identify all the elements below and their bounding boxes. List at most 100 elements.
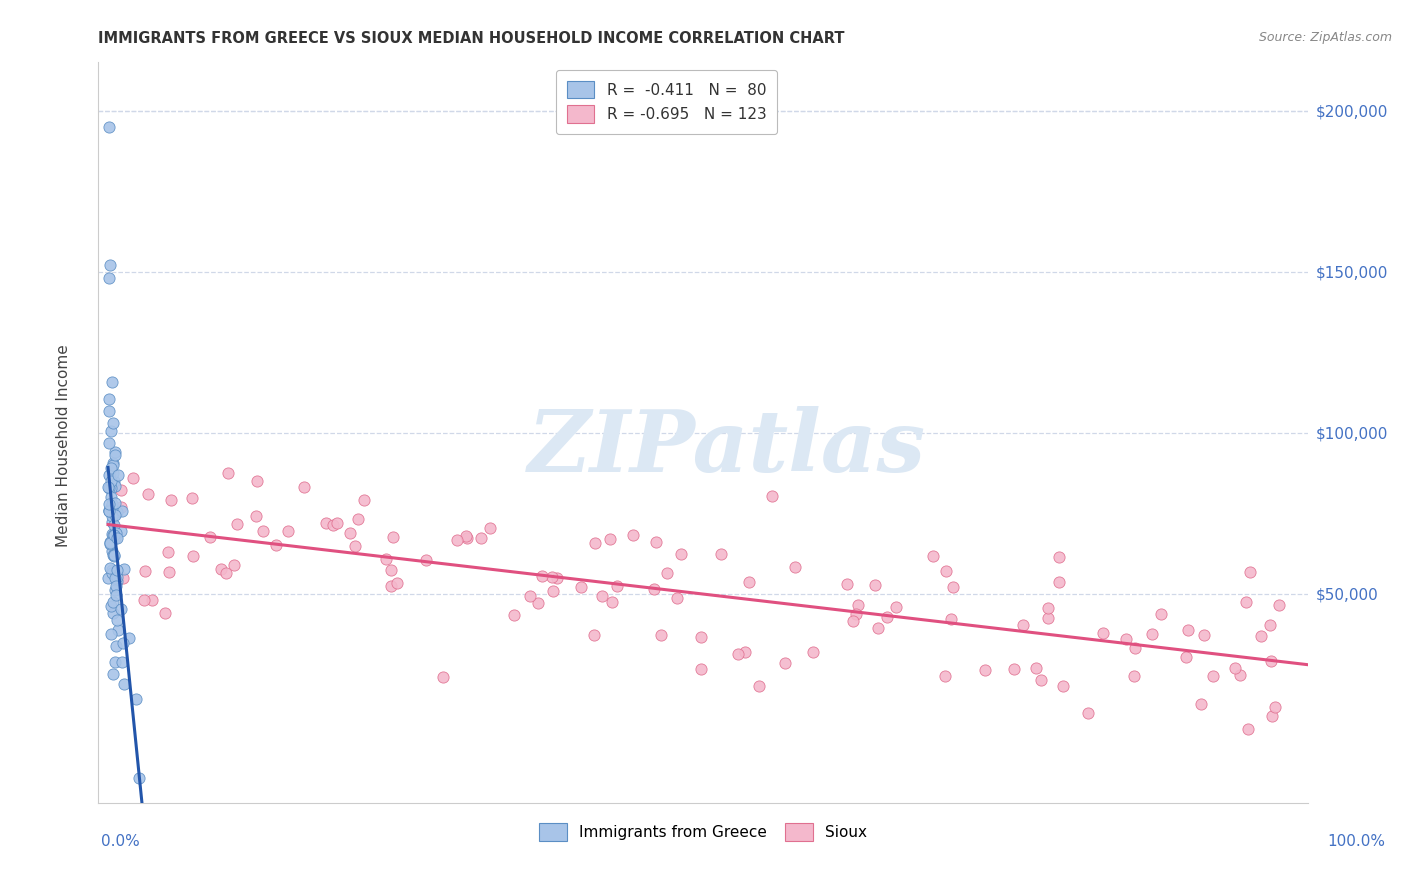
Point: [100, 563, 122, 577]
Point: [105, 563, 128, 577]
Point: [141, 593, 163, 607]
Point: [921, 549, 943, 563]
Point: [104, 656, 127, 670]
Point: [1029, 673, 1052, 688]
Point: [156, 545, 179, 559]
Point: [111, 656, 134, 670]
Point: [100, 490, 122, 504]
Point: [1140, 626, 1163, 640]
Point: [103, 474, 125, 488]
Point: [98, 561, 121, 575]
Point: [110, 483, 132, 497]
Point: [876, 610, 898, 624]
Point: [160, 493, 183, 508]
Point: [470, 532, 492, 546]
Point: [1122, 668, 1144, 682]
Point: [98, 120, 121, 134]
Point: [863, 578, 886, 592]
Point: [132, 593, 155, 607]
Point: [326, 516, 349, 531]
Point: [801, 645, 824, 659]
Point: [107, 623, 129, 637]
Point: [100, 599, 122, 613]
Point: [1268, 598, 1291, 612]
Point: [1052, 679, 1074, 693]
Point: [101, 497, 124, 511]
Point: [315, 516, 337, 530]
Point: [111, 571, 134, 585]
Point: [845, 607, 868, 622]
Point: [432, 670, 454, 684]
Point: [884, 600, 907, 615]
Point: [546, 571, 568, 585]
Point: [110, 602, 132, 616]
Point: [181, 491, 204, 505]
Point: [104, 531, 127, 545]
Point: [600, 595, 623, 609]
Point: [935, 564, 957, 578]
Text: ZIPatlas: ZIPatlas: [529, 406, 927, 489]
Point: [454, 529, 477, 543]
Point: [100, 566, 122, 581]
Point: [110, 500, 132, 515]
Point: [222, 558, 245, 572]
Point: [942, 580, 965, 594]
Point: [101, 527, 124, 541]
Point: [934, 668, 956, 682]
Point: [107, 468, 129, 483]
Point: [1115, 632, 1137, 646]
Point: [98, 271, 121, 285]
Point: [478, 521, 501, 535]
Point: [105, 574, 128, 588]
Point: [846, 598, 869, 612]
Point: [226, 516, 249, 531]
Point: [217, 466, 239, 480]
Point: [1150, 607, 1173, 621]
Point: [643, 582, 665, 597]
Point: [100, 425, 122, 439]
Point: [1264, 700, 1286, 714]
Point: [621, 528, 644, 542]
Point: [519, 590, 541, 604]
Point: [97, 480, 120, 494]
Point: [118, 631, 141, 645]
Point: [1192, 627, 1215, 641]
Text: Median Household Income: Median Household Income: [56, 344, 70, 548]
Point: [1234, 595, 1257, 609]
Point: [761, 489, 783, 503]
Point: [748, 680, 770, 694]
Point: [104, 508, 127, 523]
Point: [1038, 611, 1060, 625]
Point: [974, 663, 997, 677]
Point: [526, 596, 548, 610]
Point: [1191, 697, 1213, 711]
Point: [101, 508, 124, 523]
Point: [1250, 629, 1272, 643]
Point: [104, 588, 127, 602]
Point: [100, 500, 122, 514]
Point: [97, 404, 120, 418]
Point: [111, 636, 134, 650]
Point: [128, 771, 150, 785]
Point: [540, 570, 562, 584]
Legend: Immigrants from Greece, Sioux: Immigrants from Greece, Sioux: [533, 817, 873, 847]
Point: [783, 560, 806, 574]
Point: [105, 578, 128, 592]
Point: [105, 526, 128, 541]
Text: 100.0%: 100.0%: [1327, 834, 1385, 848]
Point: [112, 677, 135, 691]
Point: [380, 563, 402, 577]
Point: [97, 436, 120, 450]
Point: [112, 562, 135, 576]
Point: [665, 591, 688, 606]
Point: [111, 503, 134, 517]
Point: [1123, 640, 1146, 655]
Point: [380, 579, 402, 593]
Point: [1229, 668, 1251, 682]
Point: [101, 458, 124, 473]
Point: [100, 481, 122, 495]
Point: [105, 531, 128, 545]
Point: [599, 533, 621, 547]
Point: [690, 662, 713, 676]
Point: [101, 544, 124, 558]
